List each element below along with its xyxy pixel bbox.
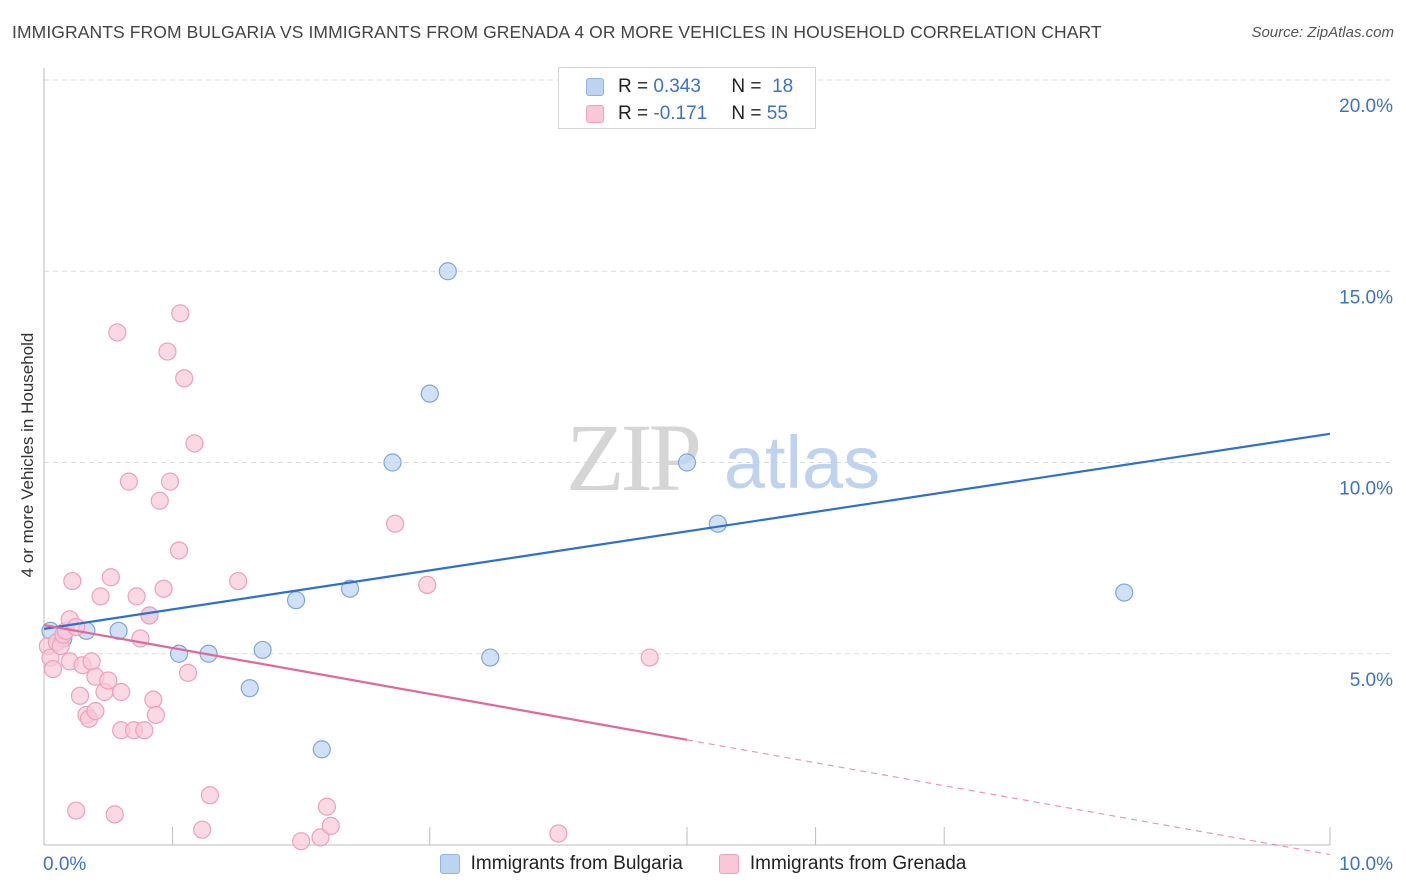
chart-title: IMMIGRANTS FROM BULGARIA VS IMMIGRANTS F… <box>12 22 1102 42</box>
bulgaria-point <box>420 384 439 403</box>
grenada-point <box>86 702 105 721</box>
grenada-point <box>178 663 198 682</box>
bulgaria-point <box>383 453 402 472</box>
y-tick-label: 15.0% <box>1339 287 1393 308</box>
bulgaria-point <box>481 648 500 667</box>
grenada-point <box>150 491 169 510</box>
grenada-point <box>144 690 163 709</box>
grenada-point <box>158 342 177 361</box>
grenada-point <box>292 832 311 851</box>
bulgaria-trendline <box>43 432 1331 630</box>
grenada-point <box>112 682 131 702</box>
grenada-point <box>311 828 330 847</box>
grenada-point <box>169 541 189 560</box>
bottom-legend: Immigrants from Bulgaria Immigrants from… <box>0 851 1406 877</box>
bottom-legend-swatch-grenada <box>718 854 739 874</box>
grenada-point <box>140 606 159 625</box>
bulgaria-point <box>240 679 259 698</box>
trend-layer <box>43 432 1331 856</box>
legend-swatch-grenada <box>586 105 604 123</box>
legend-n-label: N = <box>731 76 762 97</box>
grenada-trendline <box>43 623 688 741</box>
grenada-point <box>549 824 568 843</box>
bulgaria-point <box>340 579 360 598</box>
grenada-point <box>321 816 340 835</box>
grenada-point <box>67 801 86 820</box>
grenada-point <box>127 587 146 606</box>
grenada-trendline-extension <box>686 739 1331 856</box>
grenada-point <box>108 323 127 342</box>
legend-r-label: R = <box>618 76 649 97</box>
legend-row-grenada: R = -0.171 N = 55 <box>586 102 788 126</box>
grenada-point <box>229 571 248 591</box>
grenada-point <box>418 575 437 595</box>
axis-layer: 5.0% 10.0% 15.0% 20.0% 0.0% 10.0% <box>43 68 1393 875</box>
grenada-point <box>154 579 173 598</box>
legend-n-value-bulgaria: 18 <box>772 76 794 97</box>
legend-r-value-bulgaria: 0.343 <box>653 76 701 97</box>
legend-n-value-grenada: 55 <box>766 103 788 124</box>
grenada-point <box>185 434 204 453</box>
y-tick-label: 5.0% <box>1350 670 1393 691</box>
bottom-legend-grenada: Immigrants from Grenada <box>718 853 967 875</box>
grenada-point <box>175 369 194 388</box>
bulgaria-point <box>253 640 272 660</box>
grenada-point <box>171 304 190 323</box>
y-tick-label: 20.0% <box>1339 96 1393 117</box>
grenada-point <box>63 571 82 591</box>
bulgaria-point <box>438 262 457 281</box>
watermark: ZIP atlas <box>566 404 880 511</box>
grenada-point <box>317 797 337 816</box>
legend: R = 0.343 N = 18 R = -0.171 N = 55 <box>558 67 816 129</box>
bulgaria-point <box>677 453 697 472</box>
grenada-point <box>91 587 110 606</box>
bulgaria-point <box>312 740 331 759</box>
grenada-point <box>70 686 90 705</box>
bulgaria-point <box>286 591 306 610</box>
bottom-legend-swatch-bulgaria <box>439 854 460 874</box>
legend-r-label: R = <box>618 103 649 124</box>
bulgaria-point <box>1115 583 1134 602</box>
grenada-point <box>193 820 212 839</box>
legend-swatch-bulgaria <box>586 78 604 96</box>
bottom-legend-label-bulgaria: Immigrants from Bulgaria <box>470 853 683 874</box>
legend-n-label: N = <box>731 103 762 124</box>
grenada-point <box>99 671 118 690</box>
legend-r-value-grenada: -0.171 <box>653 103 708 124</box>
grenada-point <box>43 659 63 679</box>
grenada-point <box>119 472 138 491</box>
watermark-zip: ZIP <box>566 404 699 511</box>
x-tick-label: 10.0% <box>1339 854 1393 875</box>
grenada-point <box>385 514 405 533</box>
source-label: Source: ZipAtlas.com <box>1251 24 1394 41</box>
grenada-point <box>135 721 154 740</box>
watermark-atlas: atlas <box>724 421 880 504</box>
bottom-legend-label-grenada: Immigrants from Grenada <box>749 853 967 874</box>
grenada-point <box>200 786 219 805</box>
x-tick-label: 0.0% <box>43 854 86 875</box>
grenada-point <box>82 652 101 671</box>
grid-layer <box>44 79 1394 655</box>
grenada-point <box>101 568 120 587</box>
bottom-legend-bulgaria: Immigrants from Bulgaria <box>439 853 683 875</box>
grenada-point <box>640 648 659 667</box>
bulgaria-point <box>708 514 727 533</box>
grenada-point <box>160 472 180 491</box>
y-tick-label: 10.0% <box>1339 479 1393 500</box>
legend-row-bulgaria: R = 0.343 N = 18 <box>586 75 793 99</box>
grenada-point <box>146 705 165 725</box>
points-layer <box>38 262 1134 851</box>
grenada-point <box>105 805 124 824</box>
